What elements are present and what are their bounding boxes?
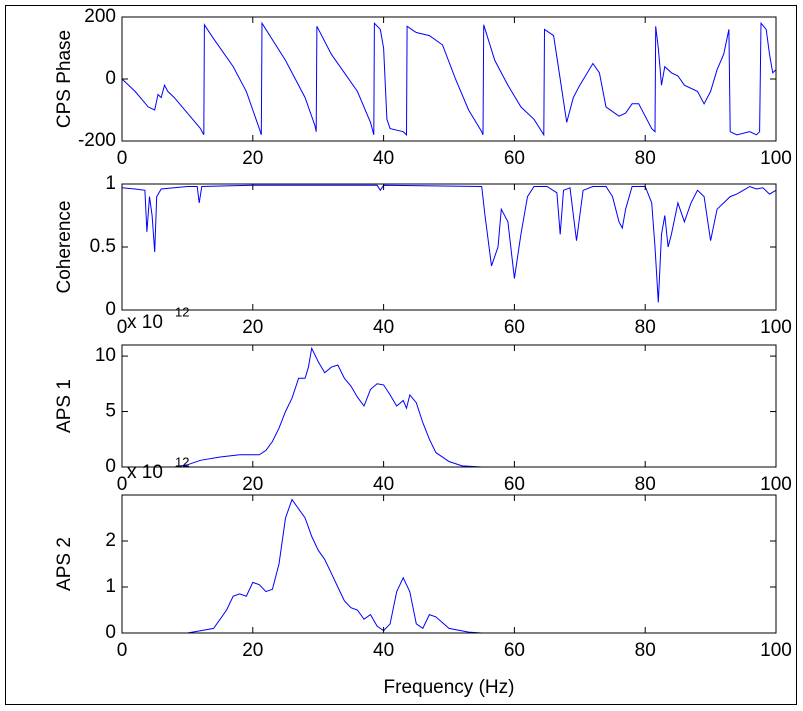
x-tick-label: 40: [373, 640, 394, 661]
y-tick-label: 10: [95, 345, 116, 366]
x-tick-label: 60: [504, 148, 525, 169]
x-tick-label: 40: [373, 474, 394, 495]
y-tick-label: 200: [84, 6, 116, 27]
y-tick-label: 0.5: [90, 236, 116, 257]
x-tick-label: 0: [117, 148, 128, 169]
x-tick-label: 60: [504, 474, 525, 495]
x-tick-label: 40: [373, 148, 394, 169]
y-tick-label: 0: [105, 68, 116, 89]
x-axis-label: Frequency (Hz): [384, 677, 515, 698]
y-axis-label: APS 2: [54, 537, 75, 591]
x-tick-label: 80: [635, 640, 656, 661]
x-tick-label: 80: [635, 148, 656, 169]
y-axis-label: Coherence: [54, 201, 75, 294]
y-tick-label: 0: [105, 299, 116, 320]
data-line: [122, 498, 776, 634]
exponent-power: 12: [175, 454, 189, 469]
axes-box: [122, 184, 776, 310]
x-tick-label: 100: [760, 640, 792, 661]
y-tick-label: -200: [78, 130, 116, 151]
y-tick-label: 5: [105, 401, 116, 422]
x-tick-label: 20: [242, 474, 263, 495]
x-tick-label: 80: [635, 317, 656, 338]
axes-frame: [121, 494, 777, 634]
data-line: [121, 184, 777, 303]
x-tick-label: 40: [373, 317, 394, 338]
x-tick-label: 20: [242, 317, 263, 338]
axes-box: [122, 17, 776, 141]
data-line: [121, 21, 777, 137]
x-tick-label: 60: [504, 317, 525, 338]
y-tick-label: 1: [105, 173, 116, 194]
exponent-label: x 10: [127, 312, 163, 333]
y-tick-label: 0: [105, 622, 116, 643]
x-tick-label: 20: [242, 640, 263, 661]
y-tick-label: 1: [105, 576, 116, 597]
x-tick-label: 60: [504, 640, 525, 661]
x-tick-label: 100: [760, 317, 792, 338]
data-line: [122, 346, 776, 468]
x-tick-label: 100: [760, 474, 792, 495]
exponent-label: x 10: [127, 462, 163, 483]
y-tick-label: 0: [105, 456, 116, 477]
axes-frame: [121, 344, 777, 468]
x-tick-label: 80: [635, 474, 656, 495]
y-axis-label: CPS Phase: [54, 30, 75, 128]
axes-box: [122, 345, 776, 467]
x-tick-label: 0: [117, 474, 128, 495]
x-tick-label: 20: [242, 148, 263, 169]
y-axis-label: APS 1: [54, 379, 75, 433]
x-tick-label: 0: [117, 317, 128, 338]
x-tick-label: 100: [760, 148, 792, 169]
axes-box: [122, 495, 776, 633]
exponent-power: 12: [175, 304, 189, 319]
y-tick-label: 2: [105, 530, 116, 551]
x-tick-label: 0: [117, 640, 128, 661]
